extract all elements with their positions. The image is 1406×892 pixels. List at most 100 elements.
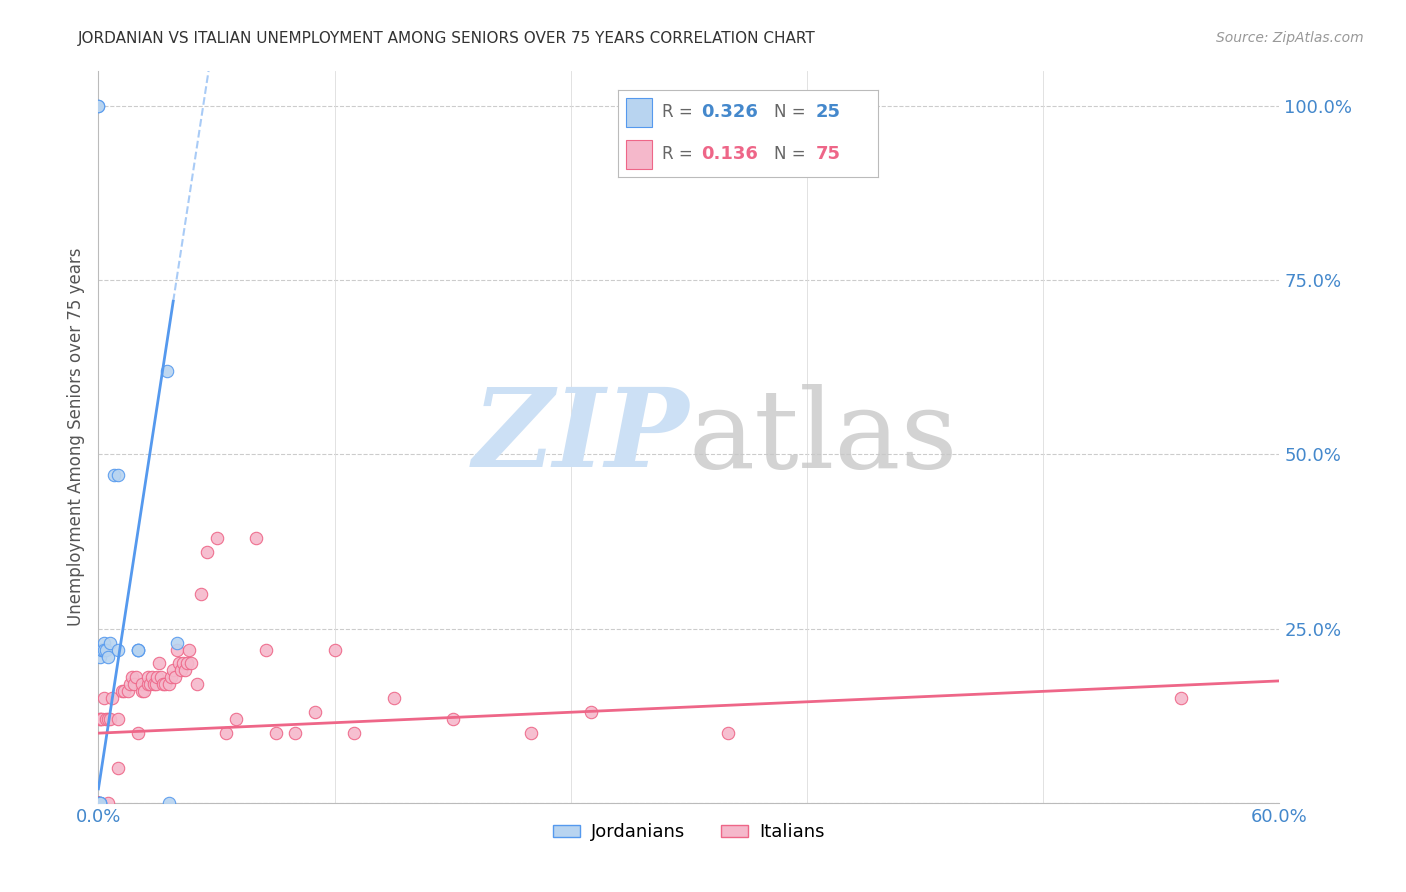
Point xyxy=(89,796,111,810)
Point xyxy=(141,670,163,684)
Point xyxy=(87,796,110,810)
Point xyxy=(156,364,179,378)
Point xyxy=(89,642,111,657)
Y-axis label: Unemployment Among Seniors over 75 years: Unemployment Among Seniors over 75 years xyxy=(66,248,84,626)
Point xyxy=(97,796,120,810)
Point xyxy=(343,726,366,740)
Point xyxy=(89,712,111,726)
Point xyxy=(170,664,193,678)
Point xyxy=(97,649,120,664)
Point xyxy=(157,796,180,810)
Point xyxy=(89,796,111,810)
Point xyxy=(145,677,167,691)
Point xyxy=(87,796,110,810)
Point xyxy=(579,705,602,719)
Point xyxy=(87,796,110,810)
Point xyxy=(160,670,183,684)
Point xyxy=(132,684,155,698)
Point xyxy=(91,642,114,657)
Point xyxy=(89,712,111,726)
Point xyxy=(122,677,145,691)
Point xyxy=(304,705,326,719)
Point xyxy=(87,796,110,810)
Point xyxy=(166,642,188,657)
Point xyxy=(96,712,118,726)
Point xyxy=(87,796,110,810)
Point xyxy=(87,796,110,810)
Point xyxy=(520,726,543,740)
Point xyxy=(186,677,208,691)
Point xyxy=(98,635,121,649)
Point xyxy=(101,691,124,706)
Point xyxy=(87,796,110,810)
Point xyxy=(166,635,188,649)
Legend: Jordanians, Italians: Jordanians, Italians xyxy=(546,816,832,848)
Point xyxy=(121,670,143,684)
Text: ZIP: ZIP xyxy=(472,384,689,491)
Point xyxy=(127,642,149,657)
Point xyxy=(148,657,170,671)
Point xyxy=(89,642,111,657)
Point xyxy=(245,531,267,545)
Point xyxy=(93,635,115,649)
Point xyxy=(441,712,464,726)
Point xyxy=(107,468,129,483)
Point xyxy=(195,545,218,559)
Point xyxy=(91,642,114,657)
Point xyxy=(107,712,129,726)
Point xyxy=(131,684,153,698)
Point xyxy=(117,684,139,698)
Point xyxy=(174,664,197,678)
Point xyxy=(131,677,153,691)
Point xyxy=(155,677,177,691)
Point xyxy=(91,712,114,726)
Point xyxy=(89,796,111,810)
Point xyxy=(177,642,200,657)
Point xyxy=(717,726,740,740)
Point xyxy=(111,684,134,698)
Point xyxy=(254,642,277,657)
Point xyxy=(136,670,159,684)
Point xyxy=(87,796,110,810)
Point xyxy=(157,677,180,691)
Point xyxy=(107,642,129,657)
Point xyxy=(323,642,346,657)
Point xyxy=(136,677,159,691)
Point xyxy=(93,691,115,706)
Point xyxy=(127,642,149,657)
Point xyxy=(98,712,121,726)
Text: Source: ZipAtlas.com: Source: ZipAtlas.com xyxy=(1216,31,1364,45)
Point xyxy=(142,677,165,691)
Point xyxy=(127,726,149,740)
Text: JORDANIAN VS ITALIAN UNEMPLOYMENT AMONG SENIORS OVER 75 YEARS CORRELATION CHART: JORDANIAN VS ITALIAN UNEMPLOYMENT AMONG … xyxy=(77,31,815,46)
Text: atlas: atlas xyxy=(689,384,959,491)
Point xyxy=(107,761,129,775)
Point xyxy=(112,684,135,698)
Point xyxy=(176,657,198,671)
Point xyxy=(87,796,110,810)
Point xyxy=(87,796,110,810)
Point xyxy=(125,670,148,684)
Point xyxy=(190,587,212,601)
Point xyxy=(89,649,111,664)
Point xyxy=(89,796,111,810)
Point xyxy=(1170,691,1192,706)
Point xyxy=(103,468,125,483)
Point xyxy=(87,796,110,810)
Point xyxy=(93,642,115,657)
Point xyxy=(97,712,120,726)
Point xyxy=(172,657,194,671)
Point xyxy=(167,657,190,671)
Point xyxy=(96,642,118,657)
Point xyxy=(146,670,169,684)
Point xyxy=(382,691,405,706)
Point xyxy=(264,726,287,740)
Point xyxy=(284,726,307,740)
Point xyxy=(127,642,149,657)
Point xyxy=(138,677,160,691)
Point xyxy=(118,677,141,691)
Point xyxy=(152,677,174,691)
Point xyxy=(162,664,184,678)
Point xyxy=(180,657,202,671)
Point xyxy=(87,99,110,113)
